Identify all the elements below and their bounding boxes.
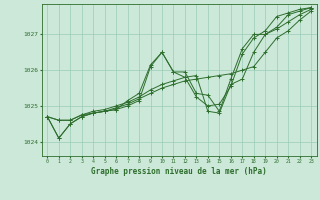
X-axis label: Graphe pression niveau de la mer (hPa): Graphe pression niveau de la mer (hPa) (91, 167, 267, 176)
